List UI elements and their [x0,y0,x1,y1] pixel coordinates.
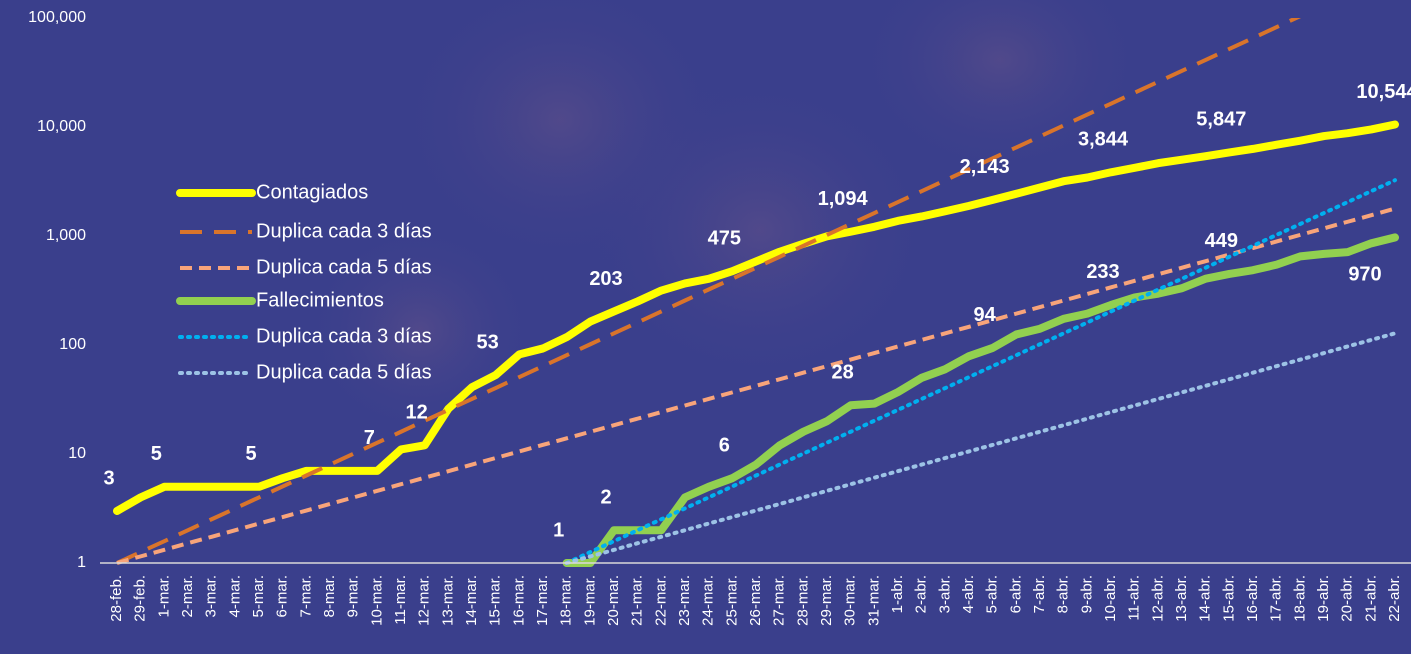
x-tick-label: 15-abr. [1220,575,1237,622]
series-line [116,206,1396,565]
background-texture [850,0,1150,180]
data-label: 28 [832,362,854,384]
y-tick-label: 1 [77,554,86,571]
data-label: 1,094 [818,188,869,210]
y-tick-label: 10,000 [37,118,86,135]
x-tick-label: 23-mar. [676,575,693,626]
x-tick-label: 27-mar. [771,575,788,626]
x-tick-label: 10-mar. [368,575,385,626]
data-label: 449 [1205,230,1238,252]
x-tick-label: 1-mar. [155,575,172,618]
legend-label: Fallecimientos [256,289,384,311]
x-tick-label: 13-abr. [1173,575,1190,622]
data-label: 10,544 [1356,81,1411,103]
legend-label: Contagiados [256,181,368,203]
x-tick-label: 18-abr. [1291,575,1308,622]
x-tick-label: 17-mar. [534,575,551,626]
x-tick-label: 5-mar. [250,575,267,618]
x-tick-label: 29-mar. [818,575,835,626]
background-texture [580,70,940,390]
x-tick-label: 20-abr. [1339,575,1356,622]
x-tick-label: 30-mar. [842,575,859,626]
x-tick-label: 20-mar. [605,575,622,626]
data-label: 475 [708,228,741,250]
series-line [564,331,1397,565]
data-label: 5 [245,443,256,465]
x-tick-label: 12-abr. [1149,575,1166,622]
x-tick-label: 14-mar. [463,575,480,626]
x-tick-label: 16-abr. [1244,575,1261,622]
x-tick-label: 8-abr. [1055,575,1072,613]
x-tick-label: 6-mar. [274,575,291,618]
x-tick-label: 4-abr. [960,575,977,613]
legend-label: Duplica cada 3 días [256,220,432,242]
x-tick-label: 25-mar. [723,575,740,626]
x-tick-label: 3-mar. [203,575,220,618]
x-tick-label: 15-mar. [487,575,504,626]
y-tick-label: 10 [68,445,86,462]
legend-label: Duplica cada 3 días [256,325,432,347]
x-tick-label: 6-abr. [1007,575,1024,613]
x-tick-label: 12-mar. [416,575,433,626]
x-tick-label: 28-feb. [108,575,125,622]
data-label: 7 [364,427,375,449]
data-label: 203 [589,268,622,290]
data-label: 5,847 [1196,109,1246,131]
x-tick-label: 7-mar. [297,575,314,618]
x-tick-label: 21-abr. [1362,575,1379,622]
x-tick-label: 28-mar. [794,575,811,626]
x-tick-label: 1-abr. [889,575,906,613]
y-tick-label: 100,000 [28,9,86,26]
data-label: 1 [553,519,564,541]
x-tick-label: 7-abr. [1031,575,1048,613]
legend-label: Duplica cada 5 días [256,256,432,278]
data-label: 2,143 [960,156,1010,178]
x-tick-label: 13-mar. [439,575,456,626]
x-tick-label: 22-mar. [652,575,669,626]
x-tick-label: 11-abr. [1126,575,1143,621]
data-label: 53 [477,331,499,353]
x-tick-label: 18-mar. [558,575,575,626]
x-tick-label: 2-mar. [179,575,196,618]
series-line [564,178,1397,565]
data-label: 2 [600,486,611,508]
x-tick-label: 8-mar. [321,575,338,618]
y-tick-label: 1,000 [46,227,86,244]
data-label: 233 [1086,261,1119,283]
x-tick-label: 3-abr. [936,575,953,613]
x-tick-label: 19-mar. [581,575,598,626]
data-label: 3,844 [1078,129,1129,151]
x-tick-label: 31-mar. [865,575,882,626]
x-tick-label: 14-abr. [1197,575,1214,622]
data-label: 6 [719,434,730,456]
data-label: 3 [103,467,114,489]
series-line [562,233,1399,567]
series-line [113,120,1399,515]
x-tick-label: 9-mar. [345,575,362,618]
legend-label: Duplica cada 5 días [256,361,432,383]
plot: 355712532034751,0942,1433,8445,84710,544… [103,18,1411,567]
x-tick-label: 2-abr. [913,575,930,613]
x-tick-label: 9-abr. [1078,575,1095,613]
x-tick-label: 29-feb. [132,575,149,622]
x-tick-label: 17-abr. [1268,575,1285,622]
x-tick-label: 11-mar. [392,575,409,625]
x-tick-label: 19-abr. [1315,575,1332,622]
x-tick-label: 21-mar. [629,575,646,626]
data-label: 5 [151,443,162,465]
data-label: 970 [1348,264,1381,286]
x-tick-label: 4-mar. [226,575,243,618]
y-tick-label: 100 [59,336,86,353]
x-tick-label: 16-mar. [510,575,527,626]
data-label: 12 [406,402,428,424]
series-line [116,18,1302,565]
x-tick-label: 22-abr. [1386,575,1403,622]
x-tick-label: 5-abr. [984,575,1001,613]
series-lines [113,18,1399,567]
x-tick-label: 26-mar. [747,575,764,626]
x-tick-label: 24-mar. [700,575,717,626]
data-label: 94 [974,304,997,326]
x-tick-label: 10-abr. [1102,575,1119,622]
